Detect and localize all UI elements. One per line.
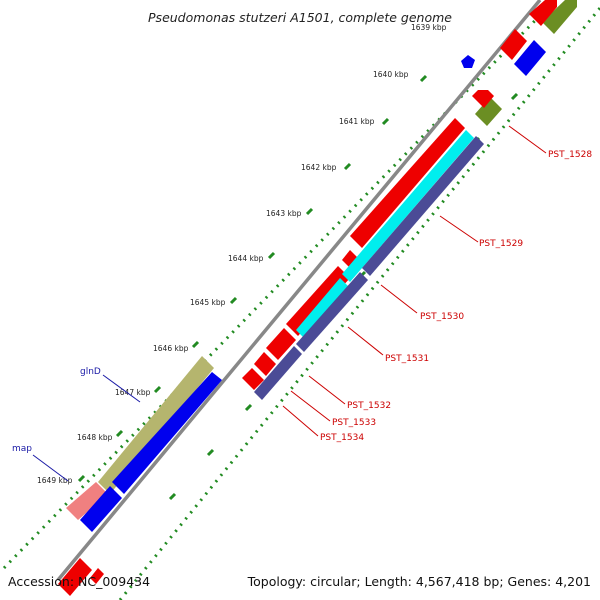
tick-label: 1647 kbp (115, 388, 151, 397)
major-ticks (77, 74, 428, 483)
gene-red-1532 (266, 328, 296, 360)
gene-pink-map (66, 482, 108, 520)
gene-red-top (529, 0, 557, 26)
gene-navy-1530 (362, 136, 484, 276)
gene-blue-map (80, 486, 122, 532)
gene-blue-small (461, 55, 475, 68)
gene-label: PST_1533 (332, 418, 376, 428)
gene-navy-1532 (296, 272, 368, 352)
gene-label: PST_1534 (320, 433, 364, 443)
map-title: Pseudomonas stutzeri A1501, complete gen… (148, 10, 452, 25)
gene-navy-1534 (254, 346, 302, 400)
tick-label: 1639 kbp (411, 23, 447, 32)
outer-tick-ring (2, 0, 557, 570)
gene-label: PST_1532 (347, 401, 391, 411)
gene-label: PST_1529 (479, 239, 523, 249)
gene-red-bottom (58, 558, 92, 596)
gene-red-1534 (242, 368, 264, 390)
gene-name-label: map (12, 444, 32, 454)
gene-red-1529 (350, 118, 465, 248)
gene-label: PST_1531 (385, 354, 429, 364)
tick-label: 1649 kbp (37, 476, 73, 485)
gene-label: PST_1528 (548, 150, 592, 160)
tick-label: 1645 kbp (190, 298, 226, 307)
gene-khaki-glnD (98, 356, 214, 494)
gene-cyan-1529 (342, 130, 474, 282)
genome-summary-text: Topology: circular; Length: 4,567,418 bp… (247, 574, 591, 589)
named-leaders (32, 374, 141, 482)
gene-label: PST_1530 (420, 312, 464, 322)
tick-label: 1648 kbp (77, 433, 113, 442)
tick-label: 1642 kbp (301, 163, 337, 172)
gene-blue-glnD (112, 372, 222, 494)
gene-olive-1528 (475, 97, 502, 126)
gene-name-label: glnD (80, 367, 101, 377)
tick-label: 1641 kbp (339, 117, 375, 126)
gene-red-bottom-2 (90, 568, 104, 584)
accession-text: Accession: NC_009434 (8, 574, 151, 589)
label-leaders (282, 125, 547, 437)
tick-label: 1643 kbp (266, 209, 302, 218)
tick-label: 1646 kbp (153, 344, 189, 353)
gene-red-1533 (254, 352, 276, 376)
gene-olive-top (542, 0, 577, 34)
gene-blue-1528 (514, 40, 546, 76)
gene-red-1528b (472, 90, 494, 108)
gene-red-1528a (500, 29, 527, 60)
gene-red-1531 (286, 266, 350, 336)
gene-cyan-1531 (296, 278, 348, 338)
genome-backbone (56, 0, 542, 582)
tick-label: 1644 kbp (228, 254, 264, 263)
tick-label: 1640 kbp (373, 70, 409, 79)
